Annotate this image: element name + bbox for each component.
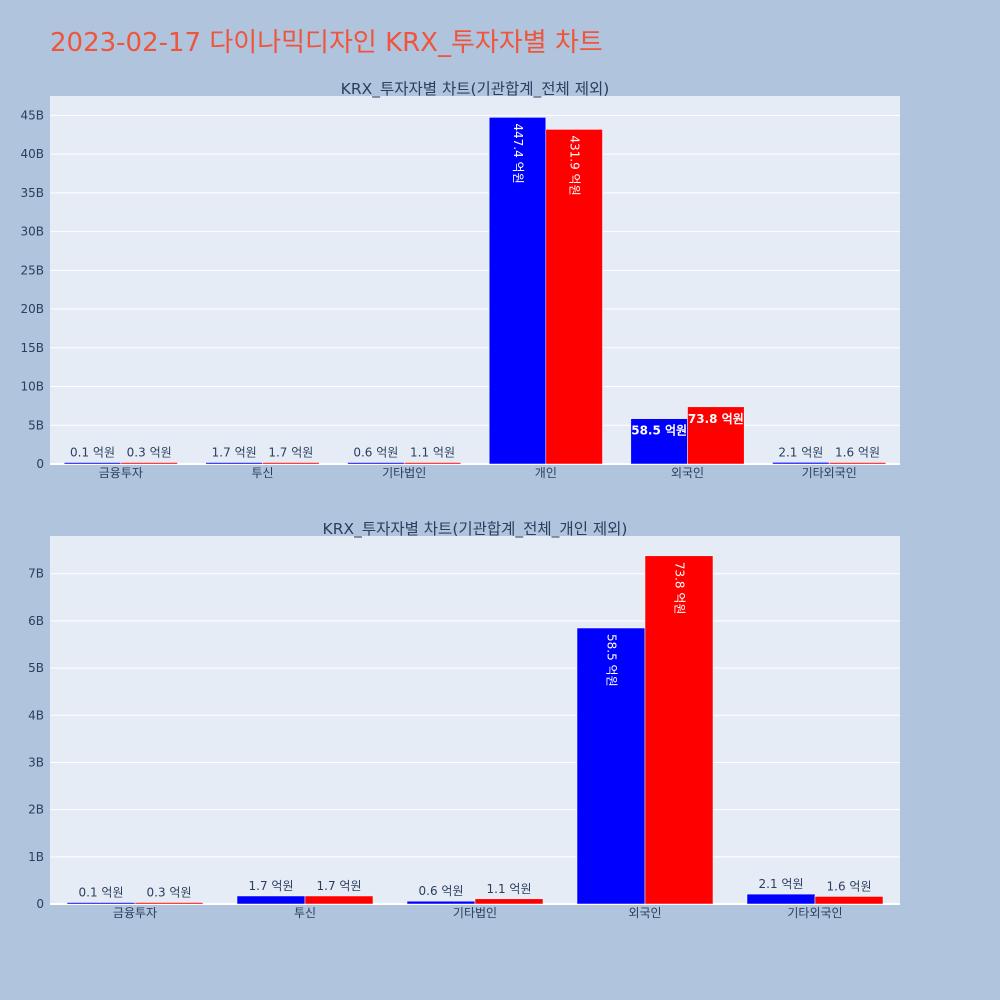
y-tick-label: 40B xyxy=(20,147,44,161)
bar xyxy=(347,462,405,465)
bar xyxy=(205,462,263,465)
plot-background xyxy=(50,536,900,904)
y-tick-label: 4B xyxy=(28,708,44,722)
x-tick-label: 기타법인 xyxy=(382,466,426,480)
y-tick-label: 3B xyxy=(28,755,44,769)
x-tick-label: 기타외국인 xyxy=(787,906,842,920)
bar xyxy=(644,555,714,905)
y-tick-label: 45B xyxy=(20,108,44,122)
y-tick-label: 7B xyxy=(28,567,44,581)
y-tick-label: 20B xyxy=(20,302,44,316)
y-tick-label: 0 xyxy=(36,897,44,911)
x-tick-label: 외국인 xyxy=(671,466,704,480)
bar-value-label: 1.1 억원 xyxy=(487,882,532,896)
bar-value-label: 0.1 억원 xyxy=(79,886,124,900)
bar xyxy=(488,117,547,465)
bar xyxy=(630,418,688,465)
y-tick-label: 1B xyxy=(28,850,44,864)
bar xyxy=(772,462,830,465)
bar-value-label: 0.3 억원 xyxy=(127,446,172,460)
y-tick-label: 35B xyxy=(20,186,44,200)
bar xyxy=(66,902,136,905)
chart-top: KRX_투자자별 차트(기관합계_전체 제외) 0 5B 10B 15B 20B 25B 30… xyxy=(20,80,900,480)
x-tick-label: 금융투자 xyxy=(99,466,143,480)
bar-value-label: 1.7 억원 xyxy=(249,879,294,893)
bar-value-label: 1.7 억원 xyxy=(268,446,313,460)
bar-value-label: 431.9 억원 xyxy=(568,135,582,195)
bar-value-label: 1.6 억원 xyxy=(827,879,872,893)
bar-value-label: 58.5 억원 xyxy=(605,634,619,687)
bar xyxy=(828,462,887,465)
bar xyxy=(545,129,603,465)
bar-value-label: 2.1 억원 xyxy=(778,445,823,459)
chart-bottom: KRX_투자자별 차트(기관합계_전체_개인 제외) 0 1B 2B 3B 4B 5B 6B 7… xyxy=(28,520,900,920)
bar xyxy=(814,896,884,905)
bar-value-label: 2.1 억원 xyxy=(759,877,804,891)
bar xyxy=(262,462,320,465)
chart-title: KRX_투자자별 차트(기관합계_전체 제외) xyxy=(341,80,610,99)
bar xyxy=(474,898,544,905)
y-tick-label: 5B xyxy=(28,418,44,432)
bar-value-label: 0.3 억원 xyxy=(147,886,192,900)
bar-value-label: 1.7 억원 xyxy=(317,879,362,893)
x-tick-label: 금융투자 xyxy=(113,906,157,920)
y-tick-label: 25B xyxy=(20,263,44,277)
bar xyxy=(746,893,816,905)
bar xyxy=(687,406,745,465)
page-title: 2023-02-17 다이나믹디자인 KRX_투자자별 차트 xyxy=(50,28,603,58)
bar-value-label: 1.1 억원 xyxy=(410,446,455,460)
y-tick-label: 5B xyxy=(28,661,44,675)
y-tick-label: 2B xyxy=(28,803,44,817)
bar-value-label: 73.8 억원 xyxy=(688,412,744,426)
bar-value-label: 1.7 억원 xyxy=(212,446,257,460)
x-tick-label: 외국인 xyxy=(628,906,661,920)
x-tick-label: 기타외국인 xyxy=(802,466,857,480)
y-tick-label: 6B xyxy=(28,614,44,628)
bar-value-label: 58.5 억원 xyxy=(631,424,687,438)
bar xyxy=(304,895,374,905)
bar-value-label: 0.6 억원 xyxy=(419,884,464,898)
bar-value-label: 0.6 억원 xyxy=(353,446,398,460)
bar-value-label: 0.1 억원 xyxy=(70,446,115,460)
y-tick-label: 0 xyxy=(36,457,44,471)
bar xyxy=(236,895,306,905)
x-tick-label: 개인 xyxy=(535,466,557,480)
chart-title: KRX_투자자별 차트(기관합계_전체_개인 제외) xyxy=(323,520,628,539)
x-tick-label: 기타법인 xyxy=(453,906,497,920)
x-tick-label: 투신 xyxy=(251,466,273,480)
bar xyxy=(406,900,476,905)
bar xyxy=(63,462,122,465)
plot-background xyxy=(50,96,900,464)
x-tick-label: 투신 xyxy=(294,906,316,920)
y-tick-label: 15B xyxy=(20,341,44,355)
bar-value-label: 1.6 억원 xyxy=(835,446,880,460)
bar-value-label: 447.4 억원 xyxy=(511,123,525,183)
bar xyxy=(576,627,646,905)
y-tick-label: 30B xyxy=(20,225,44,239)
bar xyxy=(403,462,462,465)
y-tick-label: 10B xyxy=(20,380,44,394)
bar xyxy=(120,462,178,465)
bar xyxy=(134,902,204,905)
bar-value-label: 73.8 억원 xyxy=(673,562,687,615)
